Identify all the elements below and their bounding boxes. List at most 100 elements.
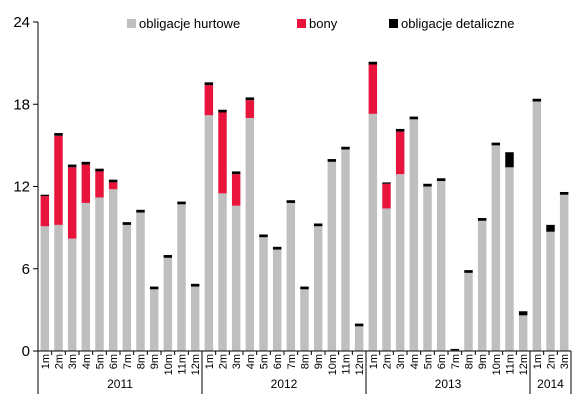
bar-segment-obligacje-hurtowe-14 — [231, 205, 241, 351]
bar-segment-obligacje-hurtowe-2 — [67, 238, 77, 351]
x-category-label: 12m — [190, 354, 202, 375]
x-category-label: 1m — [204, 354, 216, 369]
bar-segment-obligacje-detaliczne-14 — [231, 171, 241, 175]
y-tick-label: 12 — [13, 179, 30, 196]
x-category-label: 4m — [81, 354, 93, 369]
bar-segment-obligacje-hurtowe-31 — [464, 272, 473, 351]
x-category-label: 2m — [546, 354, 558, 369]
y-tick-label: 6 — [22, 261, 30, 278]
bar-segment-obligacje-detaliczne-34 — [505, 152, 514, 168]
bar-segment-obligacje-hurtowe-33 — [491, 145, 501, 352]
bar-segment-obligacje-hurtowe-6 — [122, 224, 132, 351]
x-category-label: 12m — [518, 354, 530, 375]
legend-swatch-bony — [297, 19, 306, 28]
bar-segment-obligacje-detaliczne-17 — [272, 246, 282, 250]
bar-segment-obligacje-hurtowe-23 — [354, 326, 364, 351]
bar-segment-obligacje-hurtowe-21 — [327, 161, 337, 351]
bar-segment-obligacje-detaliczne-1 — [54, 133, 63, 136]
x-category-label: 10m — [327, 354, 339, 375]
bar-segment-obligacje-detaliczne-16 — [259, 234, 268, 238]
x-category-label: 11m — [341, 354, 353, 375]
bar-segment-obligacje-hurtowe-22 — [341, 149, 350, 351]
x-category-label: 3m — [231, 354, 243, 369]
bar-segment-obligacje-hurtowe-4 — [95, 197, 104, 351]
bar-segment-bony-14 — [231, 174, 241, 206]
x-category-label: 7m — [122, 354, 134, 369]
y-tick-label: 18 — [13, 96, 30, 113]
x-category-label: 3m — [559, 354, 571, 369]
bar-segment-obligacje-detaliczne-8 — [149, 286, 159, 290]
bar-segment-obligacje-detaliczne-24 — [368, 61, 378, 65]
legend-label: obligacje detaliczne — [401, 16, 514, 31]
x-category-label: 5m — [259, 354, 271, 369]
bar-segment-obligacje-detaliczne-9 — [163, 255, 173, 258]
bar-segment-obligacje-detaliczne-29 — [436, 178, 446, 182]
bar-segment-bony-12 — [204, 85, 214, 116]
x-category-label: 2m — [218, 354, 230, 369]
bar-segment-bony-1 — [54, 135, 63, 225]
bar-segment-bony-0 — [40, 196, 50, 227]
bar-segment-obligacje-detaliczne-37 — [546, 224, 555, 232]
bar-segment-bony-26 — [395, 131, 405, 175]
x-category-label: 6m — [272, 354, 284, 369]
legend: obligacje hurtowe bony obligacje detaliczn… — [127, 16, 514, 31]
bar-segment-obligacje-hurtowe-17 — [272, 249, 282, 351]
x-category-label: 1m — [368, 354, 380, 369]
bar-segment-obligacje-detaliczne-12 — [204, 82, 214, 86]
x-category-label: 12m — [354, 354, 366, 375]
bar-segment-obligacje-hurtowe-27 — [409, 119, 419, 351]
bar-segment-obligacje-hurtowe-25 — [382, 208, 391, 351]
bar-segment-obligacje-detaliczne-30 — [450, 348, 460, 351]
bar-segment-obligacje-hurtowe-37 — [546, 231, 555, 351]
bars — [40, 61, 569, 352]
bar-segment-obligacje-detaliczne-26 — [395, 128, 405, 132]
bar-segment-obligacje-hurtowe-1 — [54, 224, 63, 351]
x-axis: 1m 2m 3m 4m 5m 6m 7m 8m 9m 10m 11m 12m 1m 2m 3m 4m 5m 6m 7… — [37, 350, 572, 394]
bar-segment-obligacje-hurtowe-0 — [40, 226, 50, 351]
bar-segment-obligacje-hurtowe-3 — [81, 202, 91, 351]
bar-segment-obligacje-detaliczne-25 — [382, 182, 391, 184]
bar-segment-obligacje-detaliczne-19 — [300, 286, 309, 290]
bar-segment-obligacje-hurtowe-5 — [108, 189, 118, 351]
y-tick-label: 24 — [13, 14, 30, 31]
x-category-label: 6m — [108, 354, 120, 369]
bar-segment-obligacje-hurtowe-18 — [286, 202, 296, 351]
legend-label: obligacje hurtowe — [139, 16, 240, 31]
bar-segment-obligacje-hurtowe-36 — [532, 101, 542, 351]
x-category-label: 9m — [313, 354, 325, 369]
bar-segment-obligacje-hurtowe-9 — [163, 257, 173, 351]
bar-segment-obligacje-detaliczne-4 — [95, 168, 104, 172]
x-category-label: 9m — [149, 354, 161, 369]
bar-segment-obligacje-hurtowe-8 — [149, 289, 159, 351]
bar-segment-obligacje-hurtowe-26 — [395, 174, 405, 351]
bar-segment-obligacje-detaliczne-38 — [559, 191, 569, 195]
bar-segment-obligacje-hurtowe-16 — [259, 237, 268, 351]
x-category-label: 3m — [395, 354, 407, 369]
x-category-label: 4m — [409, 354, 421, 369]
bar-segment-bony-5 — [108, 182, 118, 190]
bar-segment-obligacje-detaliczne-0 — [40, 194, 50, 197]
bar-segment-obligacje-detaliczne-13 — [218, 109, 227, 113]
bar-segment-obligacje-detaliczne-36 — [532, 98, 542, 102]
x-category-label: 10m — [491, 354, 503, 375]
bar-segment-obligacje-detaliczne-21 — [327, 159, 337, 162]
bar-segment-bony-24 — [368, 64, 378, 114]
bar-segment-obligacje-hurtowe-34 — [505, 167, 514, 351]
x-category-label: 7m — [450, 354, 462, 369]
x-category-label: 1m — [532, 354, 544, 369]
bar-segment-obligacje-detaliczne-23 — [354, 323, 364, 327]
legend-swatch-obligacje-hurtowe — [127, 19, 136, 28]
x-category-label: 5m — [423, 354, 435, 369]
x-category-label: 2m — [382, 354, 394, 369]
bar-segment-obligacje-detaliczne-6 — [122, 222, 132, 225]
bar-segment-obligacje-hurtowe-12 — [204, 115, 214, 351]
x-category-label: 2m — [54, 354, 66, 369]
year-label: 2011 — [107, 377, 133, 391]
bar-segment-obligacje-detaliczne-28 — [423, 183, 432, 187]
bar-segment-obligacje-hurtowe-20 — [313, 226, 323, 351]
bar-segment-obligacje-detaliczne-31 — [464, 270, 473, 273]
bar-segment-obligacje-detaliczne-2 — [67, 164, 77, 168]
x-category-label: 8m — [300, 354, 312, 369]
